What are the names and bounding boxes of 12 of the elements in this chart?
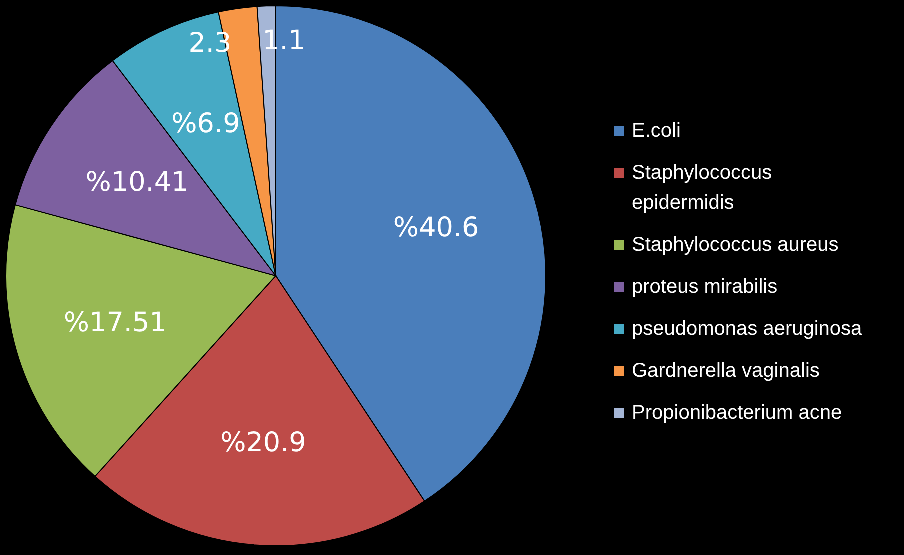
legend-label: Gardnerella vaginalis: [632, 358, 821, 384]
legend-label: Staphylococcus epidermidis: [632, 160, 774, 216]
data-label: %10.41: [86, 166, 189, 198]
legend-label: Staphylococcus aureus: [632, 232, 840, 258]
data-label: %20.9: [220, 427, 306, 458]
data-label: %40.6: [393, 212, 480, 244]
legend-label: E.coli: [632, 118, 682, 144]
data-label: %6.9: [172, 108, 240, 140]
legend-label: Propionibacterium acne: [632, 400, 844, 426]
legend-label: pseudomonas aeruginosa: [632, 316, 864, 342]
legend-label: proteus mirabilis: [632, 274, 779, 300]
data-label: %17.51: [64, 308, 167, 339]
